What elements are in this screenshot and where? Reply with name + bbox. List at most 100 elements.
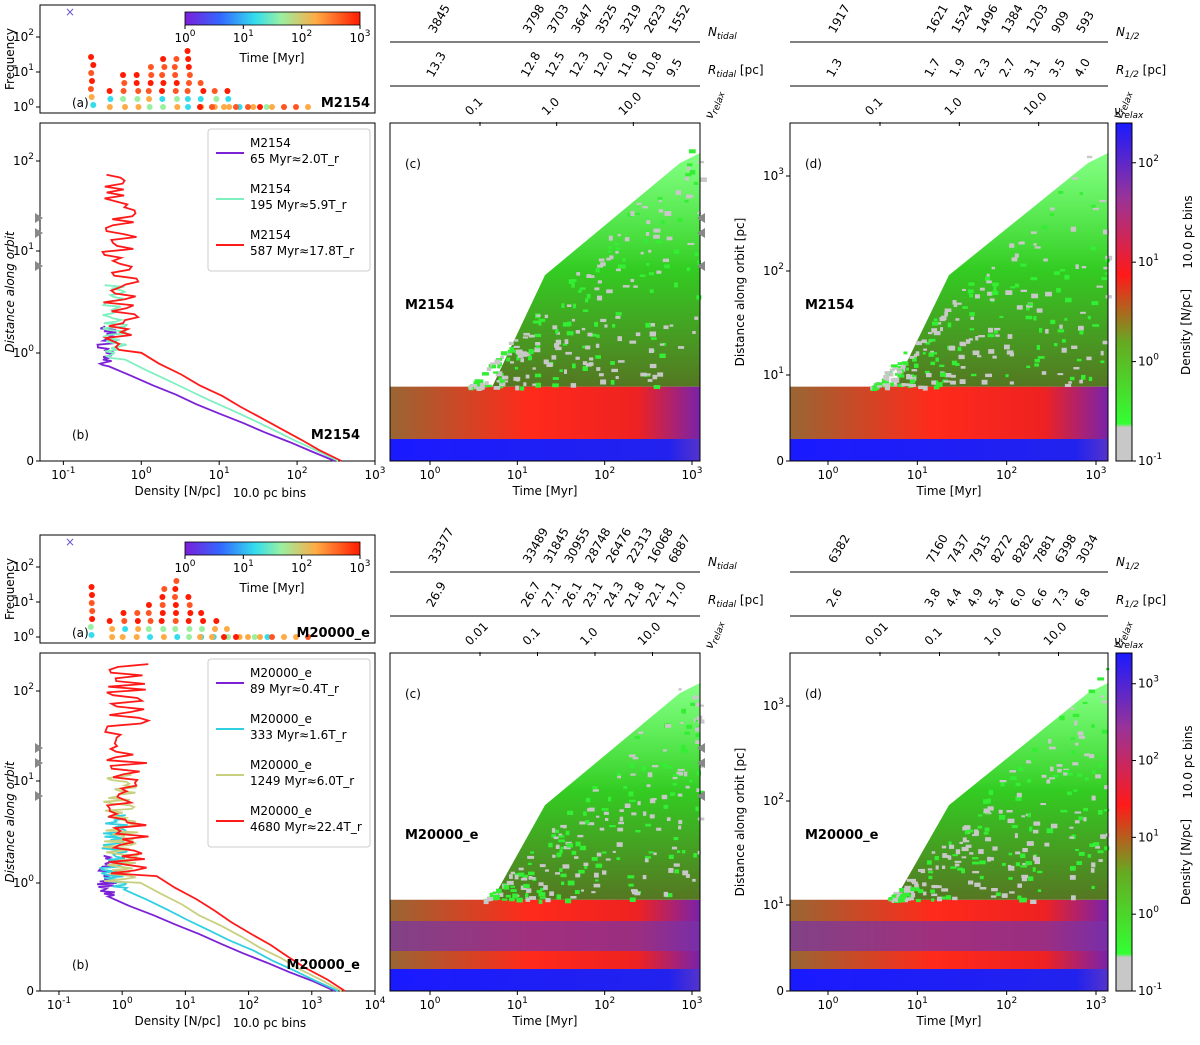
density-cell <box>922 882 927 887</box>
density-cell <box>1091 724 1095 728</box>
density-cell <box>609 825 616 828</box>
density-cell <box>983 832 989 835</box>
density-cell <box>689 779 693 783</box>
time-colorbar <box>184 11 361 26</box>
panel-d-top-N-value: 1917 <box>825 2 852 35</box>
density-cell <box>476 386 482 391</box>
panel-b-frame <box>39 122 376 462</box>
panel-d-top-N-value: 1524 <box>949 2 976 35</box>
density-cell <box>940 372 946 377</box>
density-cell <box>515 385 520 391</box>
density-cell <box>913 353 917 358</box>
density-cell <box>516 378 520 382</box>
density-cell <box>622 285 630 288</box>
density-cell <box>1039 327 1043 333</box>
density-cell <box>928 871 934 874</box>
density-cell <box>680 749 688 753</box>
density-cell <box>1043 258 1048 262</box>
frequency-dot <box>245 634 251 640</box>
density-cell <box>566 331 574 336</box>
density-cell <box>1073 367 1080 370</box>
density-cell <box>1100 834 1106 839</box>
density-cell <box>604 324 608 328</box>
density-cell <box>893 383 898 387</box>
density-cell <box>652 765 659 768</box>
frequency-dot <box>159 602 166 608</box>
density-cell <box>1050 766 1054 772</box>
panel-d-ytick-label: 101 <box>763 366 784 382</box>
density-cell <box>595 355 601 359</box>
panel-b-xlabel-note: 10.0 pc bins <box>233 486 306 500</box>
frequency-dot <box>171 594 178 600</box>
density-cell <box>685 785 690 789</box>
frequency-dot <box>172 72 179 78</box>
density-cell <box>1056 287 1061 293</box>
density-cell <box>889 382 894 387</box>
density-cell <box>1050 823 1058 829</box>
density-cell <box>1063 770 1070 775</box>
frequency-dot <box>251 634 258 640</box>
density-cell <box>512 893 518 899</box>
density-cell <box>926 860 932 865</box>
density-cell <box>991 290 999 295</box>
frequency-dot <box>209 104 215 110</box>
panel-c-top-N-value: 3703 <box>544 2 571 35</box>
density-cell <box>517 354 524 358</box>
density-cell <box>696 788 701 792</box>
density-cell <box>979 887 987 890</box>
panel-d-xtick-label: 103 <box>1085 466 1106 482</box>
density-cell <box>509 897 515 902</box>
panel-d-top-R-value: 1.3 <box>823 56 845 80</box>
density-cell <box>1005 290 1013 295</box>
density-cell <box>575 841 581 847</box>
panel-c-top-R-value: 12.8 <box>518 49 543 79</box>
legend-label: 1249 Myr≈6.0T_r <box>250 774 354 788</box>
frequency-dot <box>89 608 96 614</box>
time-colorbar-tick-label: 103 <box>349 559 370 575</box>
density-cell <box>1031 293 1039 299</box>
density-cell <box>570 896 577 899</box>
marker-x: × <box>65 5 75 19</box>
density-cell <box>964 830 969 835</box>
density-cell <box>975 336 979 341</box>
density-cell <box>534 333 542 338</box>
density-cell <box>630 773 636 776</box>
density-cell <box>1064 274 1070 280</box>
density-cell <box>546 362 553 367</box>
density-cell <box>534 373 542 378</box>
density-cell <box>609 255 614 260</box>
density-cell <box>601 808 609 811</box>
density-cell <box>535 382 541 388</box>
density-cell <box>899 888 905 892</box>
density-cell <box>1103 229 1109 235</box>
panel-c-top-R-value: 10.8 <box>639 49 664 79</box>
density-cell <box>930 361 936 366</box>
density-cell <box>566 843 573 848</box>
density-colorbar-tick-label: 101 <box>1138 253 1159 269</box>
density-cell <box>555 346 562 351</box>
density-cell <box>1088 376 1093 381</box>
density-cell <box>627 213 632 217</box>
density-cell <box>536 889 542 894</box>
density-cell <box>678 825 682 830</box>
frequency-dot <box>106 618 113 624</box>
panel-c-top-R-value: 12.5 <box>542 49 567 79</box>
density-cell <box>1070 737 1076 740</box>
frequency-dot <box>250 104 257 110</box>
density-cell <box>1045 329 1049 334</box>
frequency-dot <box>87 624 94 630</box>
density-cell <box>955 318 960 321</box>
density-cell <box>1097 677 1105 681</box>
density-cell <box>660 762 664 765</box>
density-band <box>790 969 1108 991</box>
frequency-dot <box>293 634 299 640</box>
panel-b-model: M2154 <box>311 428 360 443</box>
density-cell <box>1032 867 1036 872</box>
density-cell <box>623 786 628 789</box>
density-cell <box>943 380 951 383</box>
frequency-dot <box>269 634 275 640</box>
density-cell <box>695 727 700 732</box>
frequency-dot <box>89 616 96 622</box>
density-cell <box>564 369 567 374</box>
density-cell <box>596 852 602 857</box>
